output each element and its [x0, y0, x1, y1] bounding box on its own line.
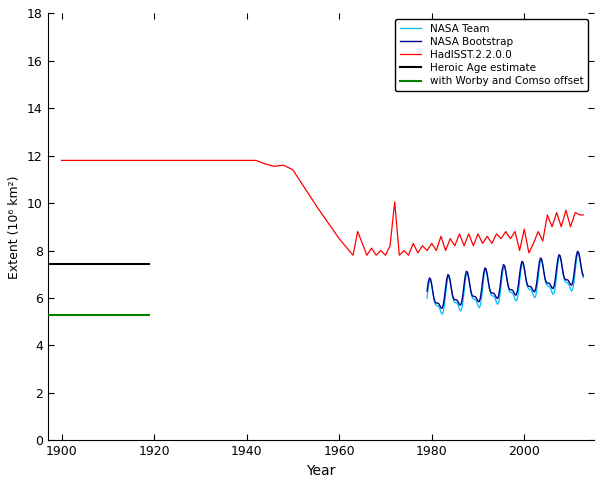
Y-axis label: Extent (10⁶ km²): Extent (10⁶ km²) [8, 175, 21, 278]
NASA Team [571, 269, 579, 275]
NASA Team [551, 290, 558, 295]
HadISST.2.2.0.0 [449, 239, 456, 245]
with Worby and Comso offset [44, 312, 51, 318]
HadISST.2.2.0.0 [240, 157, 247, 163]
NASA Bootstrap [551, 282, 558, 288]
NASA Team [552, 282, 559, 288]
NASA Bootstrap [438, 305, 445, 311]
Heroic Age estimate [146, 260, 153, 266]
NASA Bootstrap [571, 261, 579, 267]
NASA Team [438, 312, 445, 317]
HadISST.2.2.0.0 [500, 232, 507, 238]
HadISST.2.2.0.0 [457, 234, 464, 240]
NASA Team [580, 275, 587, 280]
NASA Team [575, 250, 582, 256]
Legend: NASA Team, NASA Bootstrap, HadISST.2.2.0.0, Heroic Age estimate, with Worby and : NASA Team, NASA Bootstrap, HadISST.2.2.0… [396, 18, 589, 91]
NASA Bootstrap [485, 279, 492, 285]
Line: HadISST.2.2.0.0: HadISST.2.2.0.0 [61, 160, 583, 255]
HadISST.2.2.0.0 [58, 157, 65, 163]
with Worby and Comso offset [146, 312, 153, 318]
NASA Team [423, 295, 430, 301]
NASA Team [485, 279, 492, 285]
NASA Bootstrap [443, 276, 450, 282]
NASA Bootstrap [580, 273, 587, 278]
NASA Team [443, 281, 450, 287]
Line: NASA Bootstrap: NASA Bootstrap [427, 251, 583, 308]
Heroic Age estimate [44, 260, 51, 266]
NASA Bootstrap [553, 265, 560, 271]
HadISST.2.2.0.0 [260, 160, 267, 166]
NASA Bootstrap [552, 275, 559, 280]
HadISST.2.2.0.0 [580, 212, 587, 218]
NASA Team [553, 272, 560, 278]
HadISST.2.2.0.0 [349, 252, 356, 258]
NASA Bootstrap [574, 248, 581, 254]
Line: NASA Team: NASA Team [427, 253, 583, 314]
X-axis label: Year: Year [306, 464, 335, 478]
HadISST.2.2.0.0 [279, 162, 286, 168]
NASA Bootstrap [423, 288, 430, 294]
